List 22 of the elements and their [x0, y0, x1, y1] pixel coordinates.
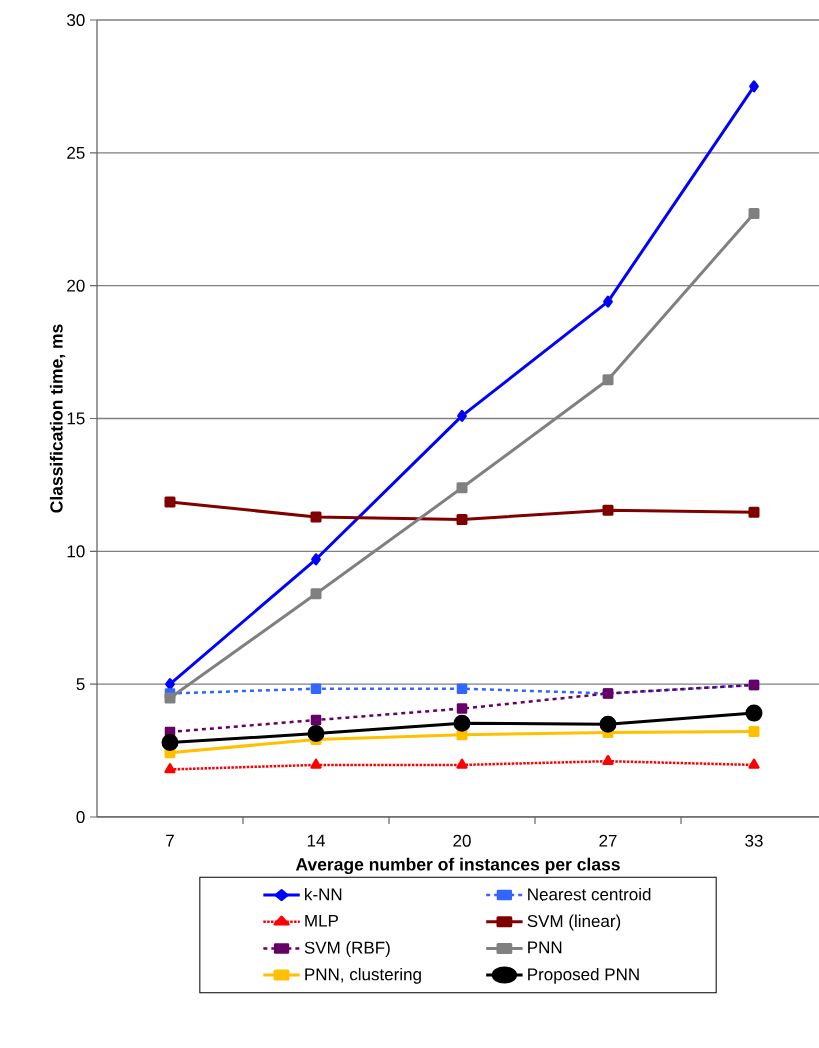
x-tick-label: 27 [599, 834, 617, 847]
y-tick-label: 5 [76, 678, 85, 691]
x-tick-label: 7 [166, 834, 174, 847]
legend-label: SVM (linear) [527, 914, 621, 931]
legend-label: PNN [528, 941, 562, 954]
x-tick-label: 20 [453, 834, 471, 847]
x-tick-label: 33 [745, 834, 763, 847]
y-tick-label: 10 [67, 545, 85, 558]
legend-label: Proposed PNN [528, 967, 639, 984]
legend-label: PNN, clustering [305, 967, 421, 984]
y-tick-label: 25 [67, 146, 85, 159]
legend-label: Nearest centroid [528, 887, 651, 901]
legend-label: k-NN [305, 887, 342, 901]
legend-label: MLP [305, 914, 338, 927]
y-axis-title: Classification time, ms [49, 324, 66, 513]
x-axis-title: Average number of instances per class [295, 857, 620, 875]
y-tick-label: 30 [67, 13, 85, 27]
legend-label: SVM (RBF) [304, 941, 390, 958]
y-tick-label: 20 [67, 279, 85, 292]
y-tick-label: 15 [67, 412, 85, 425]
y-tick-label: 0 [76, 810, 85, 824]
x-tick-label: 14 [307, 834, 325, 847]
